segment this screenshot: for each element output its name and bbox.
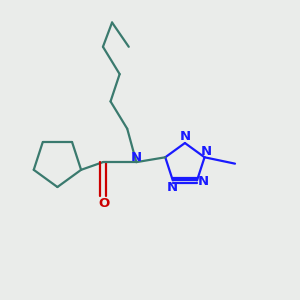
- Text: N: N: [167, 181, 178, 194]
- Text: N: N: [179, 130, 191, 143]
- Text: N: N: [131, 151, 142, 164]
- Text: N: N: [197, 176, 209, 188]
- Text: O: O: [99, 196, 110, 210]
- Text: N: N: [200, 145, 211, 158]
